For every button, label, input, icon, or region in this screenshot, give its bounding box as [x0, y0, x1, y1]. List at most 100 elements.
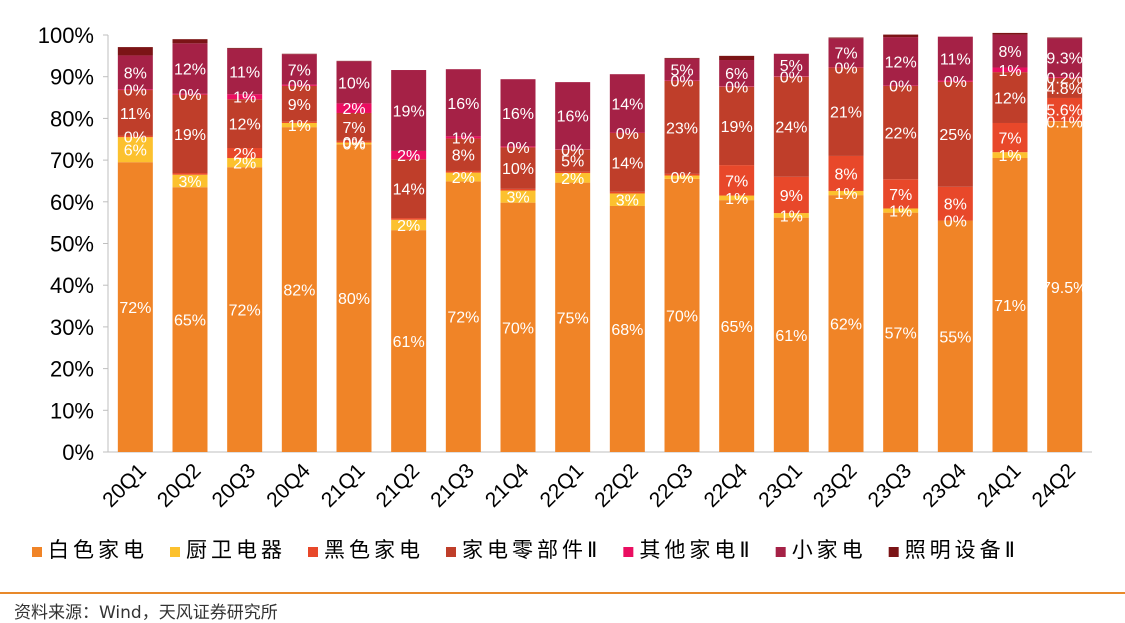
bar-segment [555, 171, 591, 174]
bar-stack-23Q4 [937, 36, 973, 452]
data-label: 14% [393, 182, 425, 199]
bar-segment [773, 176, 809, 214]
data-label: 1% [725, 191, 748, 208]
bar-segment [500, 190, 536, 203]
x-tick-label: 21Q3 [426, 459, 479, 512]
x-tick-label: 20Q3 [208, 459, 261, 512]
x-tick-label: 23Q4 [918, 459, 971, 512]
bar-segment [227, 99, 263, 149]
data-label: 65% [174, 313, 206, 330]
bar-stack-22Q1 [555, 82, 591, 453]
bar-segment [828, 67, 864, 156]
bar-segment [172, 174, 208, 188]
bar-segment [117, 162, 153, 452]
data-label: 8% [944, 197, 967, 214]
bar-segment [719, 165, 755, 196]
data-label: 24% [775, 120, 807, 137]
data-label: 16% [447, 96, 479, 113]
data-label: 2% [561, 171, 584, 188]
bar-segment [391, 218, 427, 220]
data-label: 0% [780, 69, 803, 86]
bar-segment [336, 144, 372, 452]
bar-segment [992, 32, 1028, 35]
bar-segment [336, 142, 372, 145]
bar-segment [1047, 77, 1083, 78]
data-label: 16% [557, 109, 589, 126]
data-label: 0% [889, 79, 912, 96]
bar-segment [281, 54, 317, 85]
data-label: 79.5% [1042, 280, 1087, 297]
data-label: 10% [338, 75, 370, 92]
bar-segment [883, 212, 919, 452]
y-tick-label: 100% [38, 23, 94, 48]
bar-segment [281, 84, 317, 86]
data-label: 2% [452, 170, 475, 187]
data-label: 0% [670, 170, 693, 187]
bar-segment [609, 191, 645, 194]
legend-item: 照明设备Ⅱ [888, 538, 1015, 562]
bar-segment [281, 127, 317, 453]
bar-segment [828, 190, 864, 196]
data-label: 0% [342, 135, 365, 152]
bar-segment [117, 89, 153, 91]
x-tick-label: 22Q1 [536, 459, 589, 512]
data-label: 80% [338, 291, 370, 308]
legend-label: 家电零部件Ⅱ [462, 538, 601, 562]
data-label: 19% [393, 103, 425, 120]
stacked-bar-chart: 0%10%20%30%40%50%60%70%80%90%100% 72%6%0… [32, 23, 1092, 562]
bar-segment [445, 172, 481, 182]
bar-stack-22Q3 [664, 57, 700, 453]
data-label: 1% [834, 186, 857, 203]
data-labels: 72%6%0%11%0%8%65%3%19%0%12%72%2%2%12%1%1… [119, 44, 1087, 351]
data-label: 0% [288, 78, 311, 95]
bar-segment [828, 155, 864, 191]
data-label: 0% [725, 79, 748, 96]
data-label: 2% [233, 146, 256, 163]
data-label: 7% [288, 62, 311, 79]
data-label: 65% [721, 319, 753, 336]
data-label: 11% [120, 106, 151, 123]
data-label: 61% [775, 328, 807, 345]
bar-segment [172, 187, 208, 452]
bar-segment [172, 93, 208, 95]
bar-stack-24Q1 [992, 32, 1028, 452]
data-label: 1% [889, 204, 912, 221]
data-label: 71% [994, 298, 1026, 315]
bar-segment [227, 48, 263, 95]
bar-segment [227, 167, 263, 452]
data-label: 0% [834, 60, 857, 77]
bar-segment [172, 94, 208, 174]
data-label: 72% [119, 300, 151, 317]
bar-segment [719, 55, 755, 61]
bar-segment [773, 217, 809, 452]
bar-stack-21Q4 [500, 79, 536, 452]
bar-segment [391, 150, 427, 160]
bar-segment [172, 43, 208, 94]
bar-segment [664, 57, 700, 59]
footer-divider [0, 592, 1125, 594]
bar-segment [992, 67, 1028, 73]
x-tick-label: 20Q4 [262, 459, 315, 512]
x-tick-label: 20Q1 [98, 459, 151, 512]
y-tick-label: 0% [62, 440, 94, 465]
bar-segment [117, 135, 153, 138]
bar-segment [336, 140, 372, 143]
data-label: 11% [229, 64, 260, 81]
bar-segment [336, 103, 372, 113]
legend: 白色家电 厨卫电器 黑色家电 家电零部件Ⅱ 其他家电Ⅱ 小家电 照明设备Ⅱ [32, 538, 1015, 562]
bar-segment [1047, 38, 1083, 78]
bar-segment [391, 230, 427, 452]
bar-segment [719, 200, 755, 452]
data-label: 1% [288, 118, 311, 135]
bar-segment [664, 178, 700, 453]
data-label: 3% [178, 174, 201, 191]
data-label: 4.8% [1046, 81, 1082, 98]
data-label: 72% [229, 303, 261, 320]
bar-segment [500, 146, 536, 148]
data-label: 57% [885, 325, 917, 342]
y-tick-label: 40% [50, 273, 94, 298]
legend-swatch [308, 547, 318, 557]
bar-stack-21Q2 [391, 70, 427, 452]
legend-swatch [32, 547, 42, 557]
data-label: 8% [452, 148, 475, 165]
